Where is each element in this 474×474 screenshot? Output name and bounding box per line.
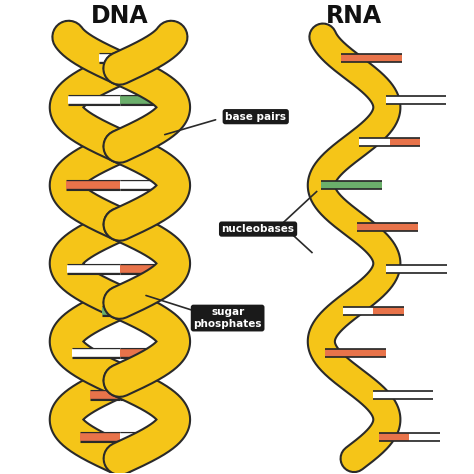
Text: base pairs: base pairs: [225, 112, 286, 122]
Text: sugar
phosphates: sugar phosphates: [193, 307, 262, 329]
Text: RNA: RNA: [326, 4, 382, 28]
Text: DNA: DNA: [91, 4, 149, 28]
Text: nucleobases: nucleobases: [221, 224, 294, 234]
